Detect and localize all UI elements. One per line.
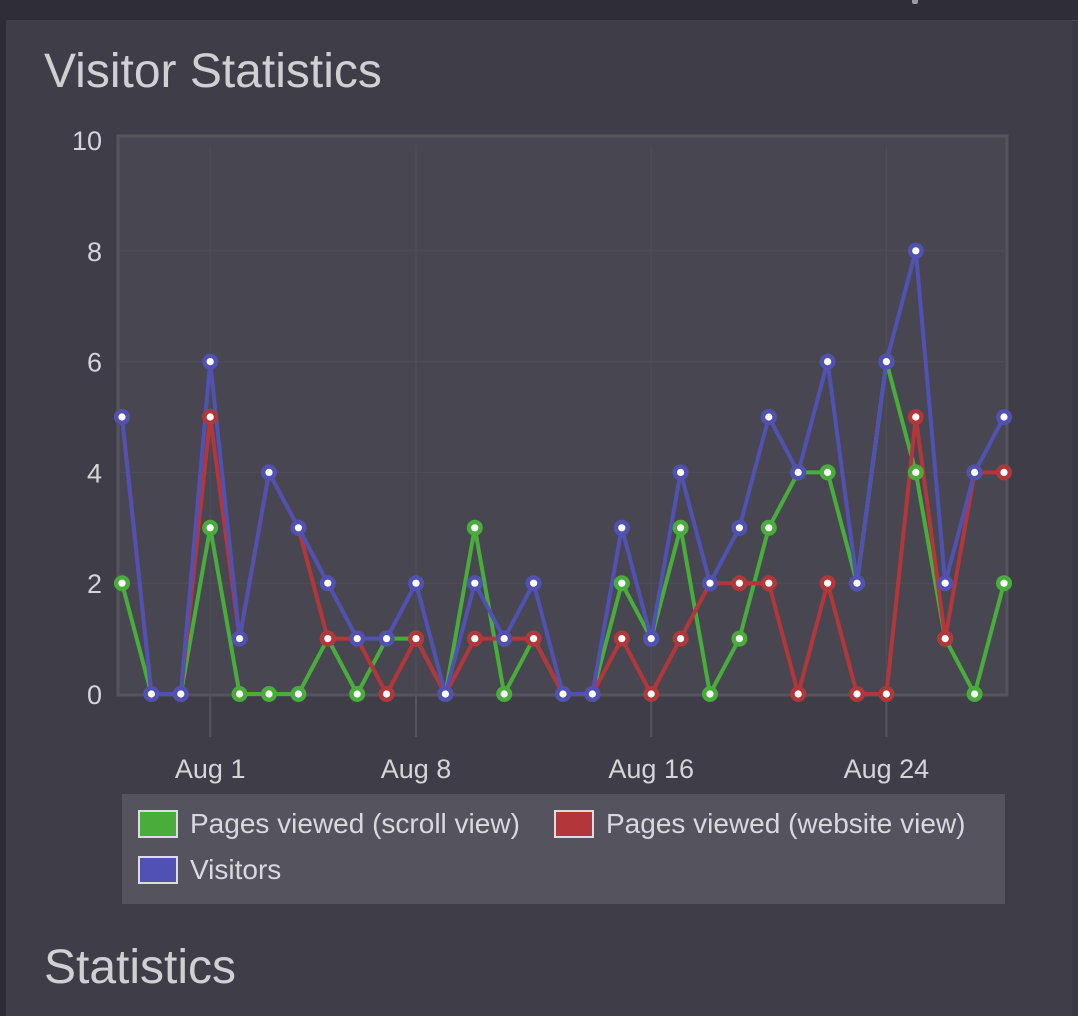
legend-label-scroll-view: Pages viewed (scroll view)	[190, 808, 520, 839]
data-point-center	[118, 579, 126, 587]
data-point-center	[265, 468, 273, 476]
data-point-center	[677, 635, 685, 643]
data-point-center	[765, 413, 773, 421]
data-point-center	[265, 690, 273, 698]
data-point-center	[383, 635, 391, 643]
data-point-center	[530, 579, 538, 587]
data-point-center	[471, 635, 479, 643]
data-point-center	[971, 468, 979, 476]
data-point-center	[735, 635, 744, 643]
data-point-center	[824, 468, 832, 476]
legend-swatch-red	[554, 810, 594, 838]
data-point-center	[324, 635, 332, 643]
data-point-center	[471, 579, 479, 587]
data-point-center	[353, 690, 361, 698]
data-point-center	[500, 635, 508, 643]
x-tick-label: Aug 16	[608, 754, 694, 784]
data-point-center	[912, 468, 920, 476]
x-tick-label: Aug 24	[844, 754, 930, 784]
data-point-center	[912, 413, 920, 421]
data-point-center	[324, 579, 332, 587]
chart-legend: Pages viewed (scroll view) Pages viewed …	[122, 794, 1005, 904]
data-point-center	[765, 579, 773, 587]
legend-swatch-green	[138, 810, 178, 838]
data-point-center	[206, 413, 214, 421]
data-point-center	[383, 690, 391, 698]
data-point-center	[618, 524, 626, 532]
y-tick-label: 4	[87, 458, 102, 488]
data-point-center	[912, 247, 920, 255]
data-point-center	[706, 579, 714, 587]
y-tick-label: 6	[87, 348, 102, 378]
data-point-center	[177, 690, 185, 698]
data-point-center	[1000, 468, 1008, 476]
data-point-center	[765, 524, 773, 532]
data-point-center	[647, 690, 655, 698]
data-point-center	[412, 579, 420, 587]
data-point-center	[794, 690, 802, 698]
data-point-center	[441, 690, 449, 698]
data-point-center	[206, 358, 214, 366]
data-point-center	[647, 635, 655, 643]
data-point-center	[294, 690, 302, 698]
page-title: Visitor Statistics	[44, 45, 382, 98]
data-point-center	[677, 468, 685, 476]
y-tick-label: 10	[72, 126, 102, 156]
data-point-center	[294, 524, 302, 532]
data-point-center	[941, 579, 949, 587]
data-point-center	[882, 690, 891, 698]
data-point-center	[735, 524, 744, 532]
data-point-center	[1000, 579, 1008, 587]
data-point-center	[588, 690, 597, 698]
data-point-center	[559, 690, 567, 698]
legend-swatch-blue	[138, 856, 178, 884]
data-point-center	[500, 690, 508, 698]
section-title-statistics: Statistics	[44, 941, 237, 994]
data-point-center	[853, 690, 861, 698]
data-point-center	[236, 635, 244, 643]
data-point-center	[853, 579, 861, 587]
topbar-indicator	[912, 0, 918, 4]
legend-item-scroll-view[interactable]: Pages viewed (scroll view)	[138, 808, 520, 840]
data-point-center	[118, 413, 126, 421]
data-point-center	[530, 635, 538, 643]
data-point-center	[677, 524, 685, 532]
data-point-center	[618, 635, 626, 643]
x-tick-label: Aug 1	[175, 754, 246, 784]
data-point-center	[794, 468, 802, 476]
legend-item-website-view[interactable]: Pages viewed (website view)	[554, 808, 966, 840]
data-point-center	[824, 358, 832, 366]
data-point-center	[471, 524, 479, 532]
data-point-center	[353, 635, 361, 643]
data-point-center	[236, 690, 244, 698]
plot-area	[116, 134, 1009, 697]
x-tick-label: Aug 8	[381, 754, 452, 784]
data-point-center	[147, 690, 155, 698]
data-point-center	[706, 690, 714, 698]
legend-label-website-view: Pages viewed (website view)	[606, 808, 966, 839]
y-tick-label: 2	[87, 569, 102, 599]
legend-label-visitors: Visitors	[190, 854, 282, 885]
left-edge	[0, 20, 6, 1016]
data-point-center	[1000, 413, 1008, 421]
data-point-center	[735, 579, 744, 587]
legend-item-visitors[interactable]: Visitors	[138, 854, 281, 886]
data-point-center	[618, 579, 626, 587]
data-point-center	[882, 358, 891, 366]
data-point-center	[412, 635, 420, 643]
data-point-center	[971, 690, 979, 698]
data-point-center	[941, 635, 949, 643]
y-tick-label: 0	[87, 680, 102, 710]
y-tick-label: 8	[87, 237, 102, 267]
data-point-center	[206, 524, 214, 532]
data-point-center	[824, 579, 832, 587]
